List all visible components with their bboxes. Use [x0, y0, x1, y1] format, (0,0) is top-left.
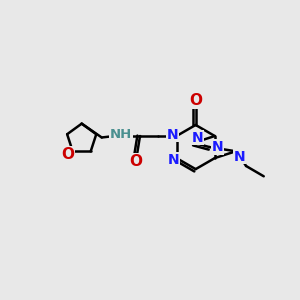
- Text: NH: NH: [110, 128, 132, 141]
- Text: O: O: [61, 147, 74, 162]
- Text: N: N: [166, 128, 178, 142]
- Text: O: O: [189, 93, 202, 108]
- Text: N: N: [191, 130, 203, 145]
- Text: N: N: [212, 140, 224, 154]
- Text: N: N: [233, 150, 245, 164]
- Text: O: O: [129, 154, 142, 169]
- Text: N: N: [168, 153, 179, 166]
